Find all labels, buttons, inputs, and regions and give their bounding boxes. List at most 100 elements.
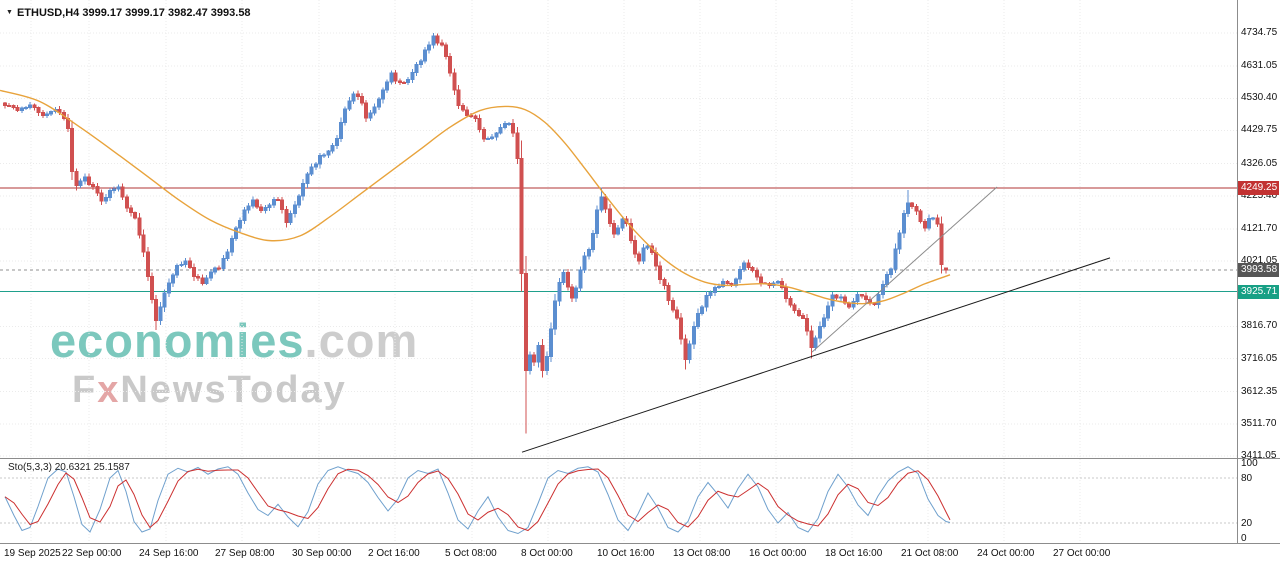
candle-body bbox=[91, 183, 96, 188]
candle-body bbox=[460, 104, 465, 111]
candle-body bbox=[3, 102, 7, 106]
candle-body bbox=[717, 285, 721, 289]
candle-body bbox=[292, 204, 297, 214]
candle-body bbox=[99, 192, 104, 202]
resistance-line-price-badge: 4249.25 bbox=[1238, 181, 1279, 196]
price-axis[interactable]: 4734.75 4631.05 4530.40 4429.75 4326.05 4225.… bbox=[1237, 0, 1280, 544]
candle-body bbox=[691, 326, 696, 345]
candle-body bbox=[456, 89, 461, 106]
candle-body bbox=[519, 157, 524, 274]
price-tick-label: 4121.70 bbox=[1241, 222, 1278, 234]
candle-body bbox=[679, 317, 684, 340]
candle-body bbox=[19, 107, 24, 111]
price-tick-label: 4429.75 bbox=[1241, 124, 1278, 136]
panel-separator[interactable] bbox=[0, 458, 1280, 459]
candle-body bbox=[385, 81, 390, 91]
watermark-tagline-prefix: F bbox=[72, 369, 98, 412]
candle-body bbox=[481, 128, 486, 140]
candle-body bbox=[397, 80, 402, 83]
candle-body bbox=[620, 218, 625, 229]
candle-body bbox=[738, 269, 742, 280]
candle-body bbox=[578, 269, 583, 289]
price-tick-label: 4734.75 bbox=[1241, 27, 1278, 38]
candle-body bbox=[582, 255, 587, 271]
sto-tick-label: 20 bbox=[1241, 518, 1253, 529]
candle-body bbox=[74, 170, 79, 186]
candle-body bbox=[259, 206, 264, 211]
candle-body bbox=[221, 258, 226, 270]
candle-body bbox=[675, 309, 679, 319]
candle-body bbox=[477, 118, 482, 130]
candle-body bbox=[242, 209, 247, 221]
candle-body bbox=[532, 354, 537, 363]
candle-body bbox=[40, 111, 45, 117]
time-tick-label: 5 Oct 08:00 bbox=[445, 548, 497, 559]
candle-body bbox=[166, 282, 171, 294]
candle-body bbox=[439, 42, 444, 46]
candle-body bbox=[515, 132, 520, 159]
candle-body bbox=[175, 264, 180, 276]
watermark-tagline-x: x bbox=[97, 369, 121, 412]
candle-body bbox=[935, 217, 940, 225]
candle-body bbox=[347, 100, 352, 110]
price-tick-label: 4631.05 bbox=[1241, 60, 1278, 72]
time-tick-label: 24 Sep 16:00 bbox=[139, 548, 199, 559]
candle-body bbox=[381, 89, 385, 100]
time-tick-label: 27 Sep 08:00 bbox=[215, 548, 275, 559]
candle-body bbox=[288, 212, 293, 223]
candle-body bbox=[452, 72, 457, 91]
candle-body bbox=[864, 295, 868, 301]
candle-body bbox=[129, 207, 133, 214]
candle-body bbox=[133, 212, 138, 219]
candle-body bbox=[238, 219, 243, 229]
candle-body bbox=[431, 35, 436, 46]
candle-body bbox=[32, 104, 37, 109]
candle-body bbox=[15, 106, 20, 111]
time-tick-label: 13 Oct 08:00 bbox=[673, 548, 731, 559]
time-tick-label: 8 Oct 00:00 bbox=[521, 548, 573, 559]
candle-body bbox=[179, 264, 184, 267]
sto-tick-label: 80 bbox=[1241, 473, 1253, 484]
candle-body bbox=[234, 227, 238, 239]
candle-body bbox=[805, 317, 810, 332]
time-tick-label: 2 Oct 16:00 bbox=[368, 548, 420, 559]
time-axis[interactable]: 19 Sep 2025 22 Sep 00:00 24 Sep 16:00 27 Se… bbox=[0, 544, 1280, 567]
candle-body bbox=[712, 287, 717, 294]
candle-body bbox=[284, 209, 289, 223]
candle-body bbox=[217, 267, 222, 270]
price-tick-label: 4021.05 bbox=[1241, 255, 1278, 267]
candle-body bbox=[607, 208, 612, 225]
candle-body bbox=[826, 305, 831, 319]
candle-body bbox=[838, 296, 843, 299]
candle-body bbox=[389, 72, 394, 83]
candle-body bbox=[595, 209, 600, 235]
candle-body bbox=[351, 93, 356, 102]
candle-body bbox=[927, 218, 931, 229]
collapse-indicator-icon[interactable]: ▼ bbox=[6, 9, 13, 16]
candle-body bbox=[721, 280, 726, 287]
major-ascending-trendline bbox=[521, 257, 1111, 453]
candle-body bbox=[834, 294, 839, 299]
price-chart-canvas[interactable] bbox=[0, 0, 1237, 459]
stochastic-panel-canvas[interactable] bbox=[0, 459, 1237, 543]
candle-body bbox=[112, 188, 117, 192]
candle-body bbox=[801, 315, 805, 319]
candle-body bbox=[280, 199, 285, 211]
candle-body bbox=[540, 345, 545, 372]
candle-body bbox=[725, 280, 730, 285]
candle-body bbox=[368, 112, 373, 119]
candle-body bbox=[313, 163, 318, 168]
candle-body bbox=[570, 286, 574, 299]
candle-body bbox=[906, 202, 910, 215]
candle-body bbox=[124, 196, 129, 209]
candle-body bbox=[822, 317, 826, 327]
candle-body bbox=[393, 72, 398, 82]
candle-body bbox=[171, 274, 175, 284]
time-tick-label: 16 Oct 00:00 bbox=[749, 548, 807, 559]
candle-body bbox=[549, 328, 553, 358]
candle-body bbox=[918, 210, 923, 223]
candle-body bbox=[255, 199, 259, 208]
price-axis-border bbox=[1237, 0, 1238, 543]
candle-body bbox=[334, 137, 339, 147]
